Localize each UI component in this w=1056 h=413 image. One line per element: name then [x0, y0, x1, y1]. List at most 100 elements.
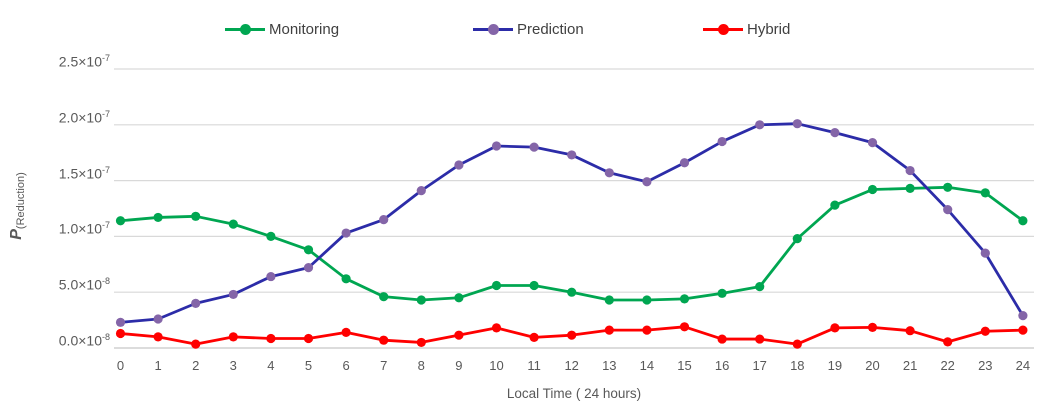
- x-tick-label: 3: [229, 358, 237, 373]
- data-point-hybrid: [1018, 325, 1028, 335]
- data-point-hybrid: [115, 328, 126, 339]
- legend-item-prediction: Prediction: [473, 18, 584, 40]
- data-point-hybrid: [266, 333, 276, 344]
- legend-item-monitoring: Monitoring: [225, 18, 339, 40]
- x-tick-label: 5: [304, 358, 313, 373]
- y-axis-title: P(Reduction): [8, 172, 27, 240]
- data-point-prediction: [1018, 311, 1028, 321]
- y-tick-label: 2.0×10-7: [58, 108, 110, 126]
- data-point-hybrid: [905, 326, 915, 336]
- legend-label-prediction: Prediction: [517, 20, 584, 38]
- x-tick-label: 7: [380, 358, 388, 373]
- x-tick-label: 11: [527, 358, 541, 373]
- data-point-monitoring: [755, 282, 765, 292]
- data-point-monitoring: [717, 288, 727, 298]
- data-point-hybrid: [529, 332, 539, 342]
- data-point-hybrid: [379, 335, 389, 345]
- data-point-prediction: [755, 120, 765, 130]
- x-tick-label: 19: [827, 358, 843, 373]
- data-point-prediction: [153, 314, 163, 324]
- y-tick-label: 5.0×10-8: [58, 276, 110, 293]
- data-point-prediction: [379, 215, 389, 225]
- data-point-prediction: [830, 128, 840, 138]
- data-point-hybrid: [303, 333, 314, 344]
- data-point-monitoring: [454, 293, 464, 303]
- x-tick-label: 12: [564, 358, 579, 373]
- data-point-prediction: [491, 141, 502, 151]
- x-tick-label: 6: [342, 358, 350, 373]
- data-point-prediction: [867, 138, 878, 148]
- data-point-monitoring: [679, 294, 690, 304]
- y-tick-label: 1.5×10-7: [58, 164, 110, 182]
- data-point-hybrid: [717, 334, 727, 344]
- x-tick-label: 22: [940, 358, 955, 373]
- data-point-prediction: [905, 165, 915, 176]
- x-tick-label: 0: [116, 358, 125, 373]
- x-tick-label: 16: [714, 358, 730, 373]
- data-point-monitoring: [1018, 216, 1028, 226]
- data-point-hybrid: [416, 337, 426, 348]
- data-point-hybrid: [943, 337, 953, 347]
- data-point-prediction: [115, 317, 126, 327]
- x-tick-label: 18: [790, 358, 805, 373]
- data-point-prediction: [792, 119, 802, 129]
- x-tick-label: 20: [865, 358, 880, 373]
- x-tick-label: 13: [602, 358, 617, 373]
- x-tick-label: 23: [978, 358, 993, 373]
- data-point-monitoring: [228, 219, 238, 229]
- x-tick-label: 8: [417, 358, 425, 373]
- legend-label-monitoring: Monitoring: [269, 20, 340, 38]
- x-tick-label: 1: [154, 358, 162, 373]
- y-tick-label: 1.0×10-7: [58, 220, 110, 238]
- data-point-hybrid: [867, 322, 878, 332]
- hybrid-legend-marker-icon: [703, 18, 743, 40]
- data-point-monitoring: [266, 231, 276, 241]
- data-point-monitoring: [191, 211, 201, 221]
- data-point-hybrid: [980, 326, 990, 336]
- y-tick-label: 2.5×10-7: [58, 53, 110, 70]
- x-tick-label: 17: [752, 358, 767, 373]
- data-point-monitoring: [529, 280, 539, 291]
- data-point-prediction: [529, 142, 539, 152]
- data-point-hybrid: [491, 323, 502, 333]
- y-tick-label: 0.0×10-8: [58, 332, 110, 349]
- data-point-prediction: [604, 168, 614, 178]
- data-point-prediction: [191, 298, 201, 308]
- x-tick-label: 24: [1015, 358, 1031, 373]
- data-point-monitoring: [491, 280, 502, 291]
- legend-item-hybrid: Hybrid: [703, 18, 790, 40]
- data-point-monitoring: [341, 274, 351, 284]
- data-point-hybrid: [604, 325, 614, 335]
- prediction-legend-marker-icon: [473, 18, 513, 40]
- data-point-monitoring: [980, 188, 990, 198]
- data-point-hybrid: [341, 327, 351, 337]
- data-point-hybrid: [830, 323, 840, 333]
- data-point-prediction: [980, 248, 990, 258]
- data-point-prediction: [303, 263, 314, 273]
- data-point-prediction: [679, 158, 690, 168]
- data-point-prediction: [454, 160, 464, 170]
- data-point-prediction: [943, 205, 953, 215]
- data-point-hybrid: [755, 334, 765, 344]
- data-point-prediction: [416, 186, 426, 196]
- data-point-hybrid: [454, 330, 464, 340]
- x-tick-label: 14: [639, 358, 655, 373]
- x-tick-label: 9: [455, 358, 463, 373]
- x-tick-label: 10: [489, 358, 504, 373]
- data-point-prediction: [642, 177, 652, 187]
- data-point-prediction: [228, 289, 238, 300]
- data-point-monitoring: [867, 184, 878, 195]
- data-point-monitoring: [115, 216, 126, 226]
- data-point-monitoring: [830, 200, 840, 210]
- data-point-monitoring: [153, 212, 163, 223]
- data-point-hybrid: [642, 325, 652, 335]
- data-point-hybrid: [191, 339, 201, 349]
- data-point-monitoring: [567, 287, 577, 297]
- x-tick-label: 15: [677, 358, 692, 373]
- data-point-monitoring: [379, 292, 389, 302]
- data-point-monitoring: [416, 295, 426, 305]
- data-point-monitoring: [905, 183, 915, 194]
- monitoring-legend-marker-icon: [225, 18, 265, 40]
- data-point-prediction: [341, 228, 351, 238]
